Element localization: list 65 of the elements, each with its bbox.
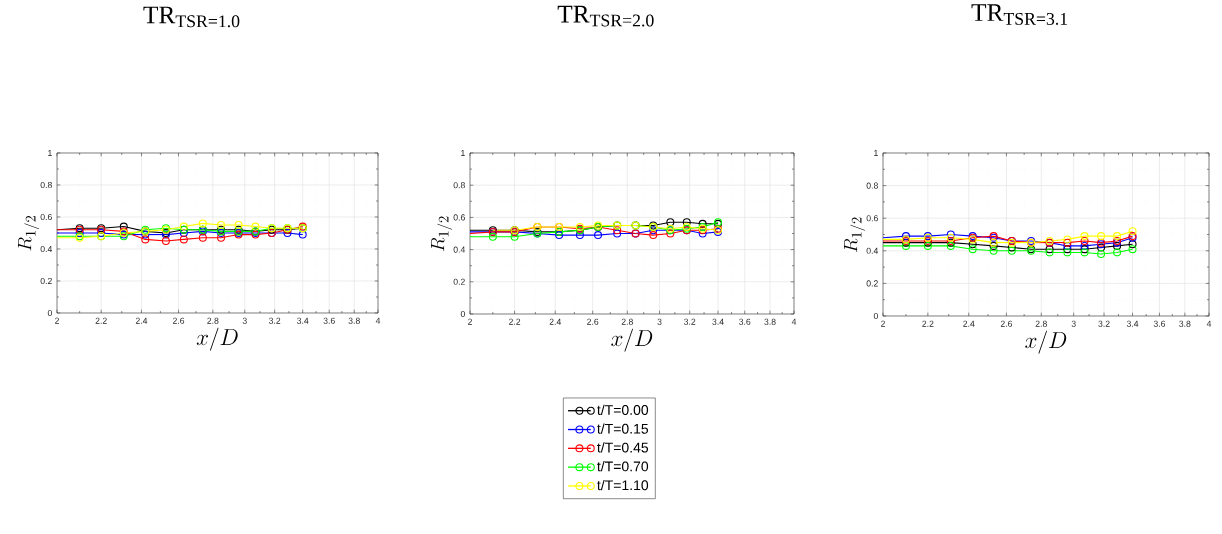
x-axis-title: $x/D$: [196, 327, 238, 351]
y-tick-label: 1: [48, 150, 52, 156]
y-tick-label: 0.2: [453, 278, 465, 285]
legend-label: t/T=0.00: [597, 404, 649, 415]
x-tick-label: 2: [55, 317, 59, 324]
x-tick-label: 2.4: [135, 317, 148, 324]
y-tick-label: 0.4: [453, 246, 466, 253]
x-tick-label: 2.2: [509, 318, 521, 325]
legend-label: t/T=0.70: [597, 461, 649, 472]
y-tick-label: 0.6: [866, 215, 878, 222]
y-tick-label: 0.8: [866, 182, 878, 189]
x-tick-label: 3.8: [1179, 320, 1191, 327]
x-tick-label: 3.4: [1126, 320, 1139, 327]
x-tick-label: 3: [657, 318, 662, 325]
x-tick-label: 3.6: [323, 317, 335, 324]
x-tick-label: 4: [1206, 320, 1212, 327]
y-tick-label: 0: [460, 310, 465, 318]
x-tick-label: 2.2: [922, 320, 934, 327]
y-tick-label: 0: [47, 309, 52, 317]
y-tick-label: 0.8: [40, 181, 52, 189]
x-tick-label: 3.6: [739, 318, 751, 325]
x-tick-label: 2.2: [95, 317, 107, 324]
x-tick-label: 2: [468, 318, 472, 325]
x-tick-label: 2.4: [549, 318, 562, 325]
y-tick-label: 0.4: [40, 245, 53, 253]
y-tick-label: 0.6: [453, 214, 465, 221]
x-axis-title: $x/D$: [1025, 330, 1067, 354]
x-tick-label: 2.6: [1000, 320, 1013, 327]
x-tick-label: 2.8: [621, 318, 633, 325]
x-tick-label: 3.2: [1098, 320, 1110, 327]
y-tick-label: 0: [873, 312, 878, 320]
x-axis-title: $x/D$: [611, 328, 653, 352]
x-tick-label: 3.2: [268, 317, 281, 324]
chart-title: TR$_{TSR=3.1}$: [971, 4, 1068, 25]
y-tick-label: 1: [461, 150, 465, 156]
y-tick-label: 0.2: [866, 280, 878, 287]
y-tick-label: 0.4: [866, 247, 879, 254]
y-axis-title: $R_{1/2}$: [844, 217, 866, 253]
y-axis-title: $R_{1/2}$: [431, 216, 453, 252]
x-tick-label: 4: [791, 318, 797, 325]
x-tick-label: 3.8: [348, 317, 360, 324]
x-tick-label: 3: [242, 317, 247, 324]
x-tick-label: 2.8: [1035, 320, 1047, 327]
x-tick-label: 3.4: [712, 318, 724, 325]
chart-title: TR$_{TSR=1.0}$: [143, 6, 240, 28]
x-tick-label: 2.4: [963, 320, 975, 327]
y-tick-label: 0.6: [40, 213, 52, 221]
legend-label: t/T=1.10: [597, 479, 649, 491]
y-axis-title: $R_{1/2}$: [18, 215, 40, 251]
chart-title: TR$_{TSR=2.0}$: [557, 5, 654, 27]
x-tick-label: 2: [881, 320, 885, 327]
y-tick-label: 0.2: [40, 277, 52, 285]
x-tick-label: 3: [1071, 320, 1076, 327]
x-tick-label: 3.4: [297, 317, 309, 324]
x-tick-label: 3.8: [764, 318, 776, 325]
x-tick-label: 3.2: [684, 318, 696, 325]
x-tick-label: 3.6: [1153, 320, 1166, 327]
x-tick-label: 4: [375, 317, 381, 324]
y-tick-label: 1: [874, 150, 878, 156]
x-tick-label: 2.6: [587, 318, 599, 325]
legend-label: t/T=0.15: [597, 423, 649, 434]
x-tick-label: 2.6: [172, 317, 185, 324]
y-tick-label: 0.8: [453, 182, 465, 189]
x-tick-label: 2.8: [207, 317, 219, 324]
legend-label: t/T=0.45: [597, 442, 649, 453]
